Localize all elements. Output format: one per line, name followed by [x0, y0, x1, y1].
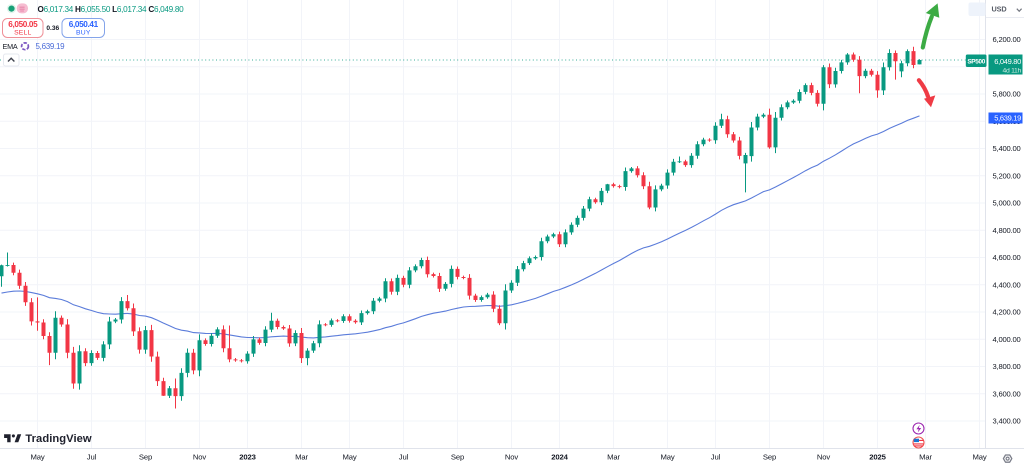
svg-text:USD: USD — [991, 4, 1006, 13]
svg-text:4,800.00: 4,800.00 — [993, 226, 1021, 235]
svg-text:5,000.00: 5,000.00 — [993, 199, 1021, 208]
svg-text:4d 11h: 4d 11h — [1003, 68, 1022, 75]
svg-text:Sep: Sep — [451, 452, 464, 461]
svg-text:Nov: Nov — [505, 452, 519, 461]
svg-text:5,639.19: 5,639.19 — [36, 42, 66, 51]
svg-text:4,000.00: 4,000.00 — [993, 335, 1021, 344]
svg-text:May: May — [972, 452, 986, 461]
svg-text:4,600.00: 4,600.00 — [993, 253, 1021, 262]
svg-text:5,400.00: 5,400.00 — [993, 144, 1021, 153]
svg-text:BUY: BUY — [76, 30, 91, 37]
svg-text:Nov: Nov — [193, 452, 207, 461]
svg-text:SELL: SELL — [14, 30, 31, 37]
svg-text:Sep: Sep — [139, 452, 152, 461]
svg-text:5,200.00: 5,200.00 — [993, 171, 1021, 180]
svg-text:4,200.00: 4,200.00 — [993, 308, 1021, 317]
svg-text:TradingView: TradingView — [25, 433, 91, 445]
svg-text:Jul: Jul — [87, 452, 97, 461]
svg-text:Mar: Mar — [607, 452, 620, 461]
svg-text:3,800.00: 3,800.00 — [993, 362, 1021, 371]
svg-text:6,050.05: 6,050.05 — [8, 20, 38, 29]
svg-text:Nov: Nov — [817, 452, 831, 461]
svg-text:5,800.00: 5,800.00 — [993, 90, 1021, 99]
svg-text:6,049.80: 6,049.80 — [994, 57, 1021, 66]
svg-text:3,600.00: 3,600.00 — [993, 389, 1021, 398]
svg-text:6,050.41: 6,050.41 — [69, 20, 99, 29]
svg-text:2023: 2023 — [239, 452, 256, 461]
svg-text:Mar: Mar — [919, 452, 932, 461]
svg-text:May: May — [342, 452, 356, 461]
svg-text:Jul: Jul — [711, 452, 721, 461]
svg-text:May: May — [660, 452, 674, 461]
svg-text:6,200.00: 6,200.00 — [993, 35, 1021, 44]
svg-text:0.36: 0.36 — [46, 25, 59, 32]
svg-text:Sep: Sep — [763, 452, 776, 461]
svg-text:5,639.19: 5,639.19 — [994, 114, 1021, 123]
svg-text:4,400.00: 4,400.00 — [993, 280, 1021, 289]
svg-text:O6,017.34 H6,055.50 L6,017.34: O6,017.34 H6,055.50 L6,017.34 C6,049.80 — [38, 5, 185, 14]
svg-text:EMA: EMA — [3, 42, 18, 51]
svg-text:2025: 2025 — [869, 452, 886, 461]
svg-text:3,400.00: 3,400.00 — [993, 417, 1021, 426]
svg-text:May: May — [30, 452, 44, 461]
svg-text:SP500: SP500 — [967, 59, 985, 66]
svg-text:Mar: Mar — [295, 452, 308, 461]
svg-text:2024: 2024 — [551, 452, 568, 461]
svg-text:Jul: Jul — [399, 452, 409, 461]
